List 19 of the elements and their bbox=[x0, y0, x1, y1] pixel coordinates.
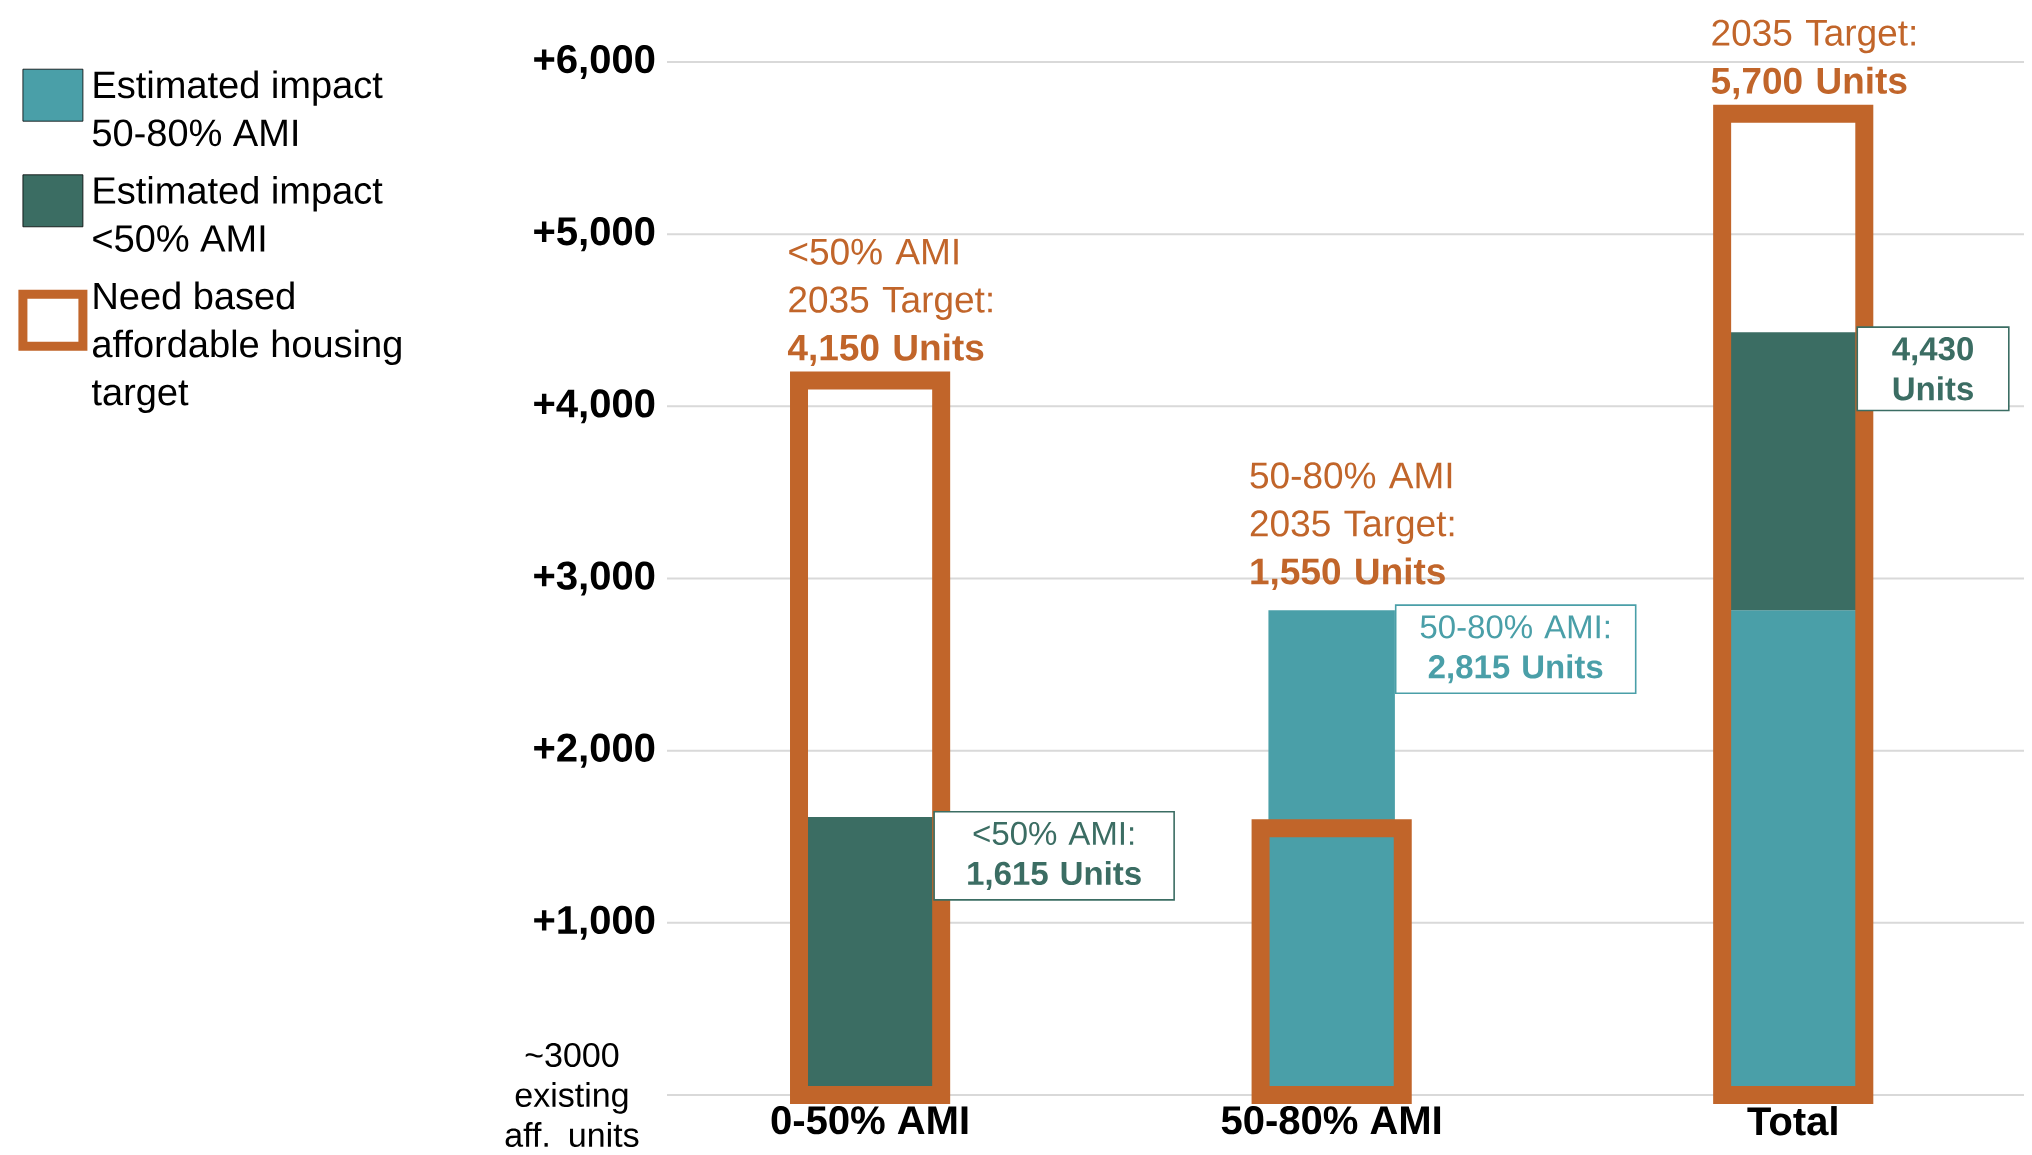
annotation: <50% AMI 2035 Target: 4,150 Units bbox=[787, 238, 992, 367]
annotation: <50% AMI: 1,615 Units bbox=[968, 821, 1141, 890]
x-tick-label: 50-80% AMI bbox=[1221, 1106, 1441, 1135]
y-tick-label: +2,000 bbox=[534, 733, 655, 768]
x-tick-label: 0-50% AMI bbox=[771, 1106, 968, 1135]
legend-label: Estimated impact <50% AMI bbox=[93, 175, 383, 252]
y-tick-label: +6,000 bbox=[534, 44, 655, 80]
y-tick-label: +3,000 bbox=[534, 561, 655, 596]
annotation: 2035 Target: 5,700 Units bbox=[1711, 19, 1915, 100]
text: ~3000 existing aff. units bbox=[505, 1042, 639, 1148]
y-tick-label: +5,000 bbox=[534, 217, 655, 252]
y-tick-label: +4,000 bbox=[534, 389, 655, 424]
annotation: 4,430 Units bbox=[1892, 337, 1973, 401]
x-tick-label: Total bbox=[1747, 1106, 1837, 1136]
legend-label: Estimated impact 50-80% AMI bbox=[92, 70, 383, 147]
annotation: 50-80% AMI: 2,815 Units bbox=[1420, 615, 1609, 684]
legend-label: Need based affordable housing target bbox=[91, 281, 401, 413]
annotation: 50-80% AMI 2035 Target: 1,550 Units bbox=[1250, 462, 1454, 590]
y-tick-label: +1,000 bbox=[534, 905, 655, 940]
